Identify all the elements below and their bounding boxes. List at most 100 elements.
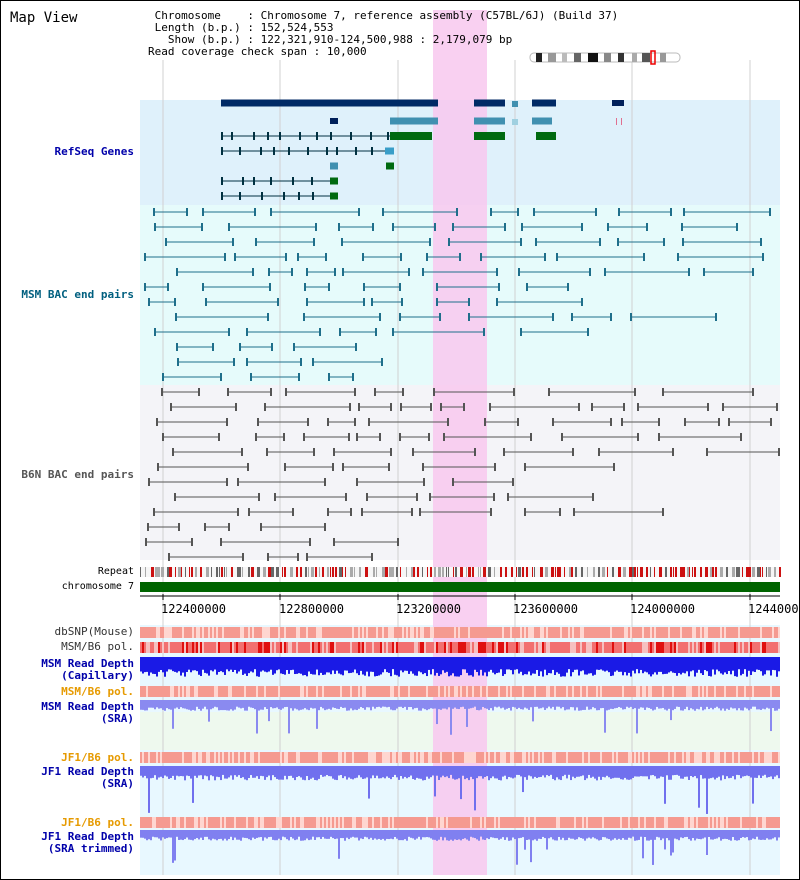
msm-b6-pol-strip-2 — [368, 686, 370, 697]
jf1-trimmed-depth-bar — [450, 830, 452, 840]
dbsnp-strip — [380, 627, 382, 638]
jf1-b6-pol-strip — [346, 752, 348, 763]
jf1-trimmed-depth-bar — [408, 830, 410, 837]
jf1-b6-pol-strip — [352, 752, 354, 763]
jf1-sra-depth-bar — [720, 766, 722, 781]
repeat-feature — [140, 567, 141, 577]
jf1-trimmed-depth-bar — [550, 830, 552, 838]
msm-capillary-depth-bar — [224, 657, 226, 675]
msm-b6-pol-strip-2 — [476, 686, 478, 697]
msm-sra-depth-bar — [574, 700, 576, 711]
jf1-sra-depth-bar — [282, 766, 284, 780]
jf1-b6-pol-strip-2 — [214, 817, 216, 828]
b6n-bac-pair-end — [172, 448, 174, 456]
msm-capillary-depth-bar — [744, 657, 746, 670]
jf1-sra-depth-bar — [468, 766, 470, 781]
msm-b6-pol-strip-2 — [726, 686, 728, 697]
jf1-b6-pol-strip — [228, 752, 230, 763]
msm-b6-pol-strip — [664, 642, 666, 653]
msm-b6-pol-strip-2 — [626, 686, 628, 697]
jf1-trimmed-depth-bar — [574, 830, 576, 840]
track-label-jf1-b6-pol-2: JF1/B6 pol. — [61, 816, 134, 829]
jf1-b6-pol-strip-2 — [400, 817, 402, 828]
jf1-sra-depth-bar — [618, 766, 620, 778]
b6n-bac-pair-end — [416, 493, 418, 501]
msm-b6-pol-strip-2 — [642, 686, 644, 697]
msm-b6-pol-strip-2 — [196, 686, 198, 697]
jf1-b6-pol-strip-2 — [152, 817, 154, 828]
jf1-sra-depth-bar — [208, 766, 210, 781]
msm-b6-pol-strip — [532, 642, 534, 653]
jf1-b6-pol-strip-2 — [588, 817, 590, 828]
msm-capillary-depth-bar — [226, 657, 228, 670]
msm-b6-pol-strip — [766, 642, 768, 653]
gene-feature — [536, 132, 556, 140]
msm-capillary-depth-bar — [382, 657, 384, 673]
msm-b6-pol-strip — [178, 642, 180, 653]
repeat-feature — [373, 567, 375, 577]
msm-bac-pair-end — [298, 373, 300, 381]
dbsnp-strip — [394, 627, 396, 638]
jf1-sra-depth-bar — [172, 766, 174, 776]
track-label-refseq-genes[interactable]: RefSeq Genes — [54, 145, 134, 158]
dbsnp-strip — [260, 627, 262, 638]
msm-capillary-depth-bar — [322, 657, 324, 675]
msm-sra-depth-bar — [604, 700, 606, 733]
msm-b6-pol-strip — [284, 642, 286, 653]
repeat-feature — [540, 567, 543, 577]
msm-sra-depth-bar — [174, 700, 176, 709]
jf1-b6-pol-strip — [506, 752, 508, 763]
jf1-b6-pol-strip-2 — [704, 817, 706, 828]
msm-capillary-depth-bar — [686, 657, 688, 672]
jf1-b6-pol-strip — [290, 752, 292, 763]
track-label-b6n-bac[interactable]: B6N BAC end pairs — [21, 468, 134, 481]
jf1-b6-pol-strip — [550, 752, 552, 763]
repeat-feature — [391, 567, 394, 577]
jf1-trimmed-depth-bar — [440, 830, 442, 837]
msm-b6-pol-strip — [202, 642, 204, 653]
b6n-bac-pair-end — [390, 403, 392, 411]
msm-sra-depth-bar — [382, 700, 384, 707]
msm-b6-pol-strip-2 — [302, 686, 304, 697]
jf1-b6-pol-strip — [706, 752, 708, 763]
msm-bac-pair-end — [496, 268, 498, 276]
msm-b6-pol-strip-2 — [198, 686, 200, 697]
msm-sra-depth-bar — [584, 700, 586, 710]
jf1-trimmed-depth-bar — [444, 830, 446, 838]
jf1-sra-depth-bar — [154, 766, 156, 776]
msm-sra-depth-bar — [438, 700, 440, 710]
jf1-b6-pol-strip — [236, 752, 238, 763]
msm-capillary-depth-bar — [336, 657, 338, 671]
jf1-sra-depth-bar — [236, 766, 238, 777]
jf1-b6-pol-strip — [208, 752, 210, 763]
jf1-trimmed-depth-bar — [776, 830, 778, 841]
msm-sra-depth-bar — [300, 700, 302, 710]
jf1-b6-pol-strip-2 — [432, 817, 434, 828]
msm-b6-pol-strip-2 — [152, 686, 154, 697]
repeat-feature — [167, 567, 170, 577]
msm-sra-depth-bar — [762, 700, 764, 709]
jf1-sra-depth-bar — [604, 766, 606, 778]
msm-capillary-depth-bar — [774, 657, 776, 671]
jf1-trimmed-depth-bar — [442, 830, 444, 841]
msm-capillary-depth-bar — [344, 657, 346, 671]
dbsnp-strip — [362, 627, 364, 638]
jf1-b6-pol-strip-2 — [582, 817, 584, 828]
jf1-sra-depth-bar — [518, 766, 520, 775]
dbsnp-strip — [356, 627, 358, 638]
msm-sra-depth-bar — [196, 700, 198, 707]
jf1-trimmed-depth-bar — [758, 830, 760, 840]
msm-capillary-depth-bar — [750, 657, 752, 675]
jf1-b6-pol-strip — [712, 752, 714, 763]
msm-sra-depth-bar — [356, 700, 358, 711]
gene-exon — [253, 132, 255, 140]
jf1-b6-pol-strip-2 — [594, 817, 596, 828]
msm-capillary-depth-bar — [144, 657, 146, 673]
msm-capillary-depth-bar — [356, 657, 358, 674]
jf1-b6-pol-strip-2 — [648, 817, 650, 828]
msm-capillary-depth-bar — [352, 657, 354, 673]
dbsnp-strip — [284, 627, 286, 638]
track-label-msm-bac[interactable]: MSM BAC end pairs — [21, 288, 134, 301]
repeat-feature — [569, 567, 572, 577]
